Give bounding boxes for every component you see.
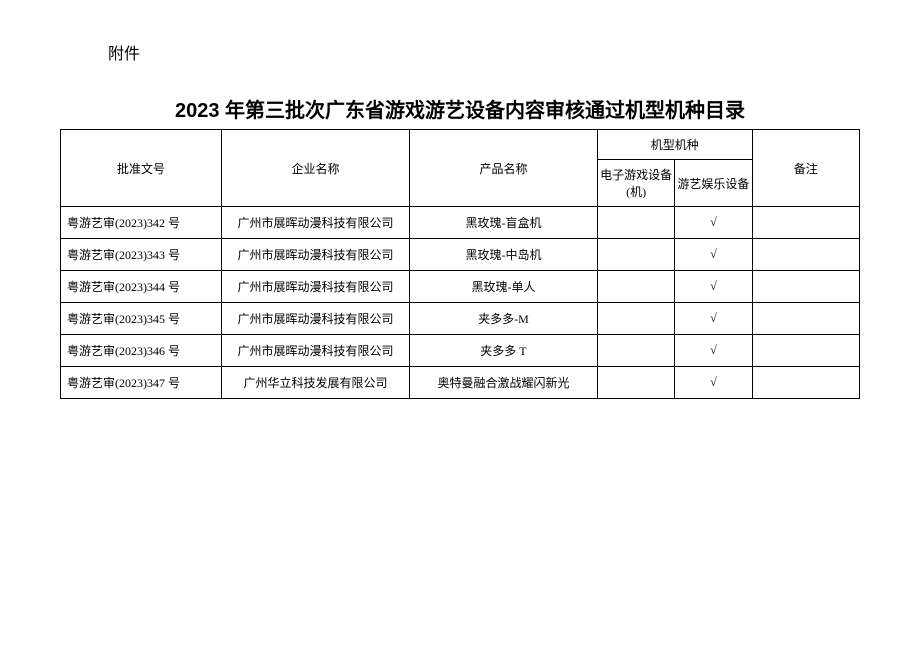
cell-remark (752, 207, 859, 239)
cell-approval: 粤游艺审(2023)347 号 (61, 367, 222, 399)
table-row: 粤游艺审(2023)346 号 广州市展晖动漫科技有限公司 夹多多 T √ (61, 335, 860, 367)
header-amusement: 游艺娱乐设备 (675, 160, 752, 207)
cell-product: 奥特曼融合激战耀闪新光 (410, 367, 598, 399)
cell-product: 黑玫瑰-单人 (410, 271, 598, 303)
cell-amusement: √ (675, 207, 752, 239)
cell-electronic (597, 335, 674, 367)
header-machine-type: 机型机种 (597, 130, 752, 160)
cell-product: 黑玫瑰-盲盒机 (410, 207, 598, 239)
cell-electronic (597, 271, 674, 303)
table-body: 粤游艺审(2023)342 号 广州市展晖动漫科技有限公司 黑玫瑰-盲盒机 √ … (61, 207, 860, 399)
cell-approval: 粤游艺审(2023)344 号 (61, 271, 222, 303)
cell-amusement: √ (675, 335, 752, 367)
cell-remark (752, 303, 859, 335)
cell-electronic (597, 239, 674, 271)
cell-amusement: √ (675, 271, 752, 303)
cell-company: 广州市展晖动漫科技有限公司 (222, 239, 410, 271)
cell-product: 黑玫瑰-中岛机 (410, 239, 598, 271)
cell-electronic (597, 303, 674, 335)
cell-approval: 粤游艺审(2023)346 号 (61, 335, 222, 367)
document-title: 2023 年第三批次广东省游戏游艺设备内容审核通过机型机种目录 (60, 94, 860, 123)
cell-product: 夹多多 T (410, 335, 598, 367)
cell-approval: 粤游艺审(2023)345 号 (61, 303, 222, 335)
cell-electronic (597, 207, 674, 239)
cell-company: 广州华立科技发展有限公司 (222, 367, 410, 399)
cell-amusement: √ (675, 303, 752, 335)
cell-remark (752, 239, 859, 271)
cell-remark (752, 335, 859, 367)
header-approval: 批准文号 (61, 130, 222, 207)
cell-company: 广州市展晖动漫科技有限公司 (222, 271, 410, 303)
header-remark: 备注 (752, 130, 859, 207)
table-row: 粤游艺审(2023)347 号 广州华立科技发展有限公司 奥特曼融合激战耀闪新光… (61, 367, 860, 399)
table-row: 粤游艺审(2023)343 号 广州市展晖动漫科技有限公司 黑玫瑰-中岛机 √ (61, 239, 860, 271)
cell-amusement: √ (675, 367, 752, 399)
cell-remark (752, 271, 859, 303)
cell-approval: 粤游艺审(2023)343 号 (61, 239, 222, 271)
cell-company: 广州市展晖动漫科技有限公司 (222, 207, 410, 239)
header-company: 企业名称 (222, 130, 410, 207)
table-row: 粤游艺审(2023)345 号 广州市展晖动漫科技有限公司 夹多多-M √ (61, 303, 860, 335)
approval-table: 批准文号 企业名称 产品名称 机型机种 备注 电子游戏设备(机) 游艺娱乐设备 … (60, 129, 860, 399)
cell-company: 广州市展晖动漫科技有限公司 (222, 303, 410, 335)
cell-product: 夹多多-M (410, 303, 598, 335)
header-product: 产品名称 (410, 130, 598, 207)
cell-approval: 粤游艺审(2023)342 号 (61, 207, 222, 239)
cell-remark (752, 367, 859, 399)
cell-electronic (597, 367, 674, 399)
cell-company: 广州市展晖动漫科技有限公司 (222, 335, 410, 367)
cell-amusement: √ (675, 239, 752, 271)
table-row: 粤游艺审(2023)342 号 广州市展晖动漫科技有限公司 黑玫瑰-盲盒机 √ (61, 207, 860, 239)
header-electronic: 电子游戏设备(机) (597, 160, 674, 207)
table-row: 粤游艺审(2023)344 号 广州市展晖动漫科技有限公司 黑玫瑰-单人 √ (61, 271, 860, 303)
attachment-label: 附件 (108, 40, 860, 64)
